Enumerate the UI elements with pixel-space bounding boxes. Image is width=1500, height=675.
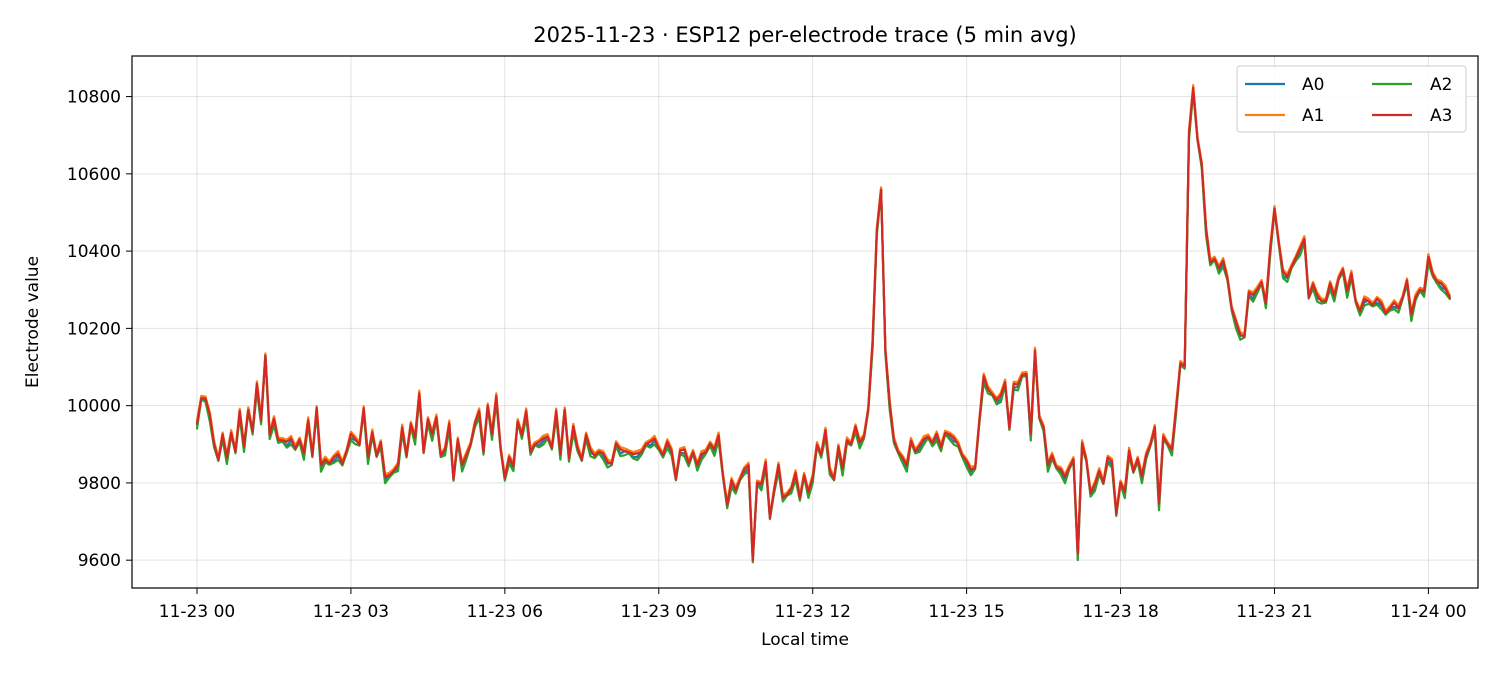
y-tick-label: 9600 xyxy=(78,551,121,571)
x-tick-label: 11-23 21 xyxy=(1236,602,1312,622)
tick-layer: 9600 9800 10000 10200 10400 10600 10800 11-23 0… xyxy=(67,88,1467,622)
x-tick-label: 11-23 03 xyxy=(313,602,389,622)
y-axis-title: Electrode value xyxy=(23,256,43,388)
plot-frame xyxy=(131,55,1479,589)
x-tick-label: 11-23 18 xyxy=(1082,602,1158,622)
legend: A0 A1 A2 A3 xyxy=(1236,65,1467,133)
series-layer xyxy=(195,83,1451,564)
y-tick-label: 10000 xyxy=(67,397,121,417)
y-tick-label: 10200 xyxy=(67,319,121,339)
y-tick-label: 10400 xyxy=(67,242,121,262)
x-tick-label: 11-23 00 xyxy=(159,602,235,622)
y-tick-label: 10800 xyxy=(67,88,121,108)
x-tick-label: 11-23 15 xyxy=(928,602,1004,622)
legend-label-a2: A2 xyxy=(1430,75,1452,95)
x-axis-title: Local time xyxy=(761,630,849,650)
legend-label-a3: A3 xyxy=(1430,106,1452,126)
x-tick-label: 11-23 09 xyxy=(621,602,697,622)
x-tick-label: 11-23 06 xyxy=(467,602,543,622)
chart-title: 2025-11-23 · ESP12 per-electrode trace (… xyxy=(533,23,1076,47)
y-tick-label: 10600 xyxy=(67,165,121,185)
x-tick-label: 11-24 00 xyxy=(1390,602,1466,622)
x-tick-label: 11-23 12 xyxy=(774,602,850,622)
series-line-a3 xyxy=(195,86,1451,562)
legend-label-a1: A1 xyxy=(1302,106,1324,126)
y-tick-label: 9800 xyxy=(78,474,121,494)
legend-label-a0: A0 xyxy=(1302,75,1324,95)
